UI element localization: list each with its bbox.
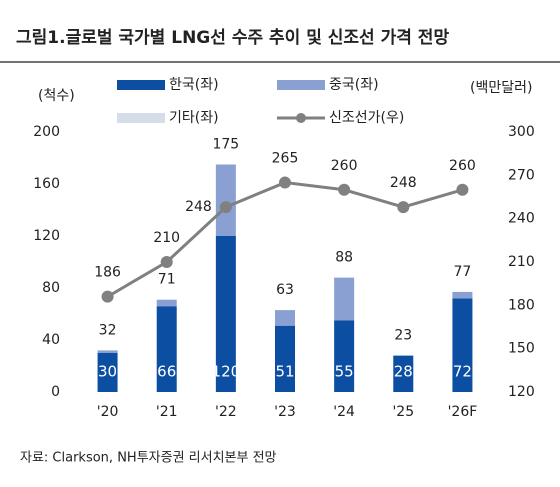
x-tick-label: '22 [215, 404, 237, 420]
line-value-label: 248 [390, 175, 417, 191]
line-value-label: 210 [153, 230, 180, 246]
line-point [338, 183, 351, 196]
line-point [456, 183, 469, 196]
line-point [219, 201, 232, 214]
y2-tick-label: 120 [508, 384, 535, 400]
x-tick-label: '25 [392, 404, 414, 420]
legend-swatch [117, 80, 165, 90]
y-tick-label: 120 [33, 228, 60, 244]
y2-tick-label: 240 [508, 211, 535, 227]
bar-segment [97, 353, 118, 392]
chart-title: 그림1.글로벌 국가별 LNG선 수주 추이 및 신조선 가격 전망 [16, 28, 449, 48]
bar-segment [156, 306, 177, 392]
bar-segment [334, 320, 355, 392]
bar-segment [452, 291, 473, 299]
legend-label: 한국(좌) [169, 77, 219, 93]
source: 자료: Clarkson, NH투자증권 리서치본부 전망 [20, 451, 277, 466]
y-axis-label: (척수) [38, 88, 75, 104]
line-value-label: 186 [94, 265, 121, 281]
line-point [279, 176, 291, 189]
y-tick-label: 0 [51, 384, 60, 400]
y-tick-label: 200 [33, 124, 60, 140]
line-point [101, 290, 114, 303]
total-label: 71 [158, 272, 176, 288]
bar-segment [215, 236, 236, 392]
y2-tick-label: 180 [508, 297, 535, 313]
line-value-label: 260 [331, 158, 358, 174]
x-tick-label: '26F [448, 404, 478, 420]
bar-value-label: 30 [98, 363, 117, 381]
x-tick-label: '24 [333, 404, 355, 420]
bar-value-label: 51 [275, 363, 294, 381]
y-tick-label: 80 [42, 280, 60, 296]
total-label: 175 [212, 137, 239, 153]
bar-value-label: 66 [157, 363, 176, 381]
line-point [397, 201, 410, 214]
bar-value-label: 72 [453, 363, 472, 381]
y2-tick-label: 150 [508, 341, 535, 357]
line-value-label: 248 [185, 199, 212, 215]
legend-dot [296, 113, 306, 123]
y-tick-label: 160 [33, 176, 60, 192]
bar-value-label: 55 [335, 363, 354, 381]
bar-value-label: 120 [212, 363, 241, 381]
legend-label: 중국(좌) [329, 77, 379, 93]
legend-swatch [277, 80, 325, 90]
y2-tick-label: 210 [508, 254, 535, 270]
bar-segment [393, 355, 414, 392]
total-label: 23 [394, 328, 412, 344]
bar-segment [334, 277, 355, 321]
bar-segment [275, 310, 295, 326]
line-value-label: 265 [272, 151, 299, 167]
bar-segment [156, 299, 177, 307]
y-tick-label: 40 [42, 332, 60, 348]
legend-swatch [117, 113, 165, 123]
legend-label: 신조선가(우) [329, 110, 404, 126]
total-label: 63 [276, 282, 294, 298]
bar-value-label: 28 [394, 363, 413, 381]
total-label: 77 [454, 264, 472, 280]
total-label: 32 [99, 322, 117, 338]
y2-axis-label: (백만달러) [470, 80, 532, 96]
legend-label: 기타(좌) [169, 110, 219, 126]
x-tick-label: '23 [274, 404, 296, 420]
line-point [160, 256, 173, 268]
bar-segment [452, 298, 473, 392]
y2-tick-label: 270 [508, 167, 535, 183]
y2-tick-label: 300 [508, 124, 535, 140]
x-tick-label: '21 [156, 404, 178, 420]
x-tick-label: '20 [97, 404, 119, 420]
bar-segment [275, 325, 295, 392]
total-label: 88 [335, 250, 353, 266]
bar-segment [97, 350, 118, 353]
bar-segment [215, 164, 236, 236]
line-value-label: 260 [449, 158, 476, 174]
